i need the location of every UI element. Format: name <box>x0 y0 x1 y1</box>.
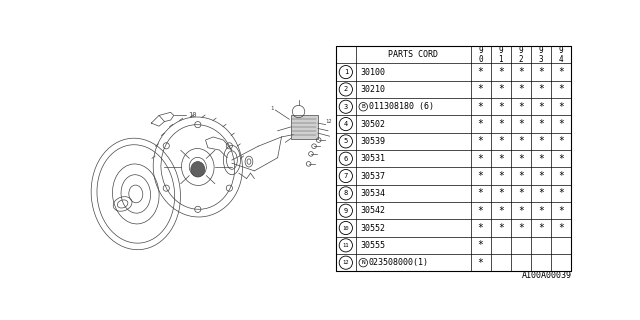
Text: *: * <box>518 84 524 94</box>
Text: *: * <box>518 223 524 233</box>
Text: *: * <box>498 223 504 233</box>
Text: *: * <box>558 119 564 129</box>
Text: 5: 5 <box>344 138 348 144</box>
Text: PARTS CORD: PARTS CORD <box>388 50 438 59</box>
Text: 9: 9 <box>344 208 348 214</box>
Text: *: * <box>538 102 544 112</box>
Text: B: B <box>362 104 365 109</box>
Text: *: * <box>477 67 484 77</box>
Text: *: * <box>558 223 564 233</box>
Text: *: * <box>477 136 484 146</box>
Text: *: * <box>498 206 504 216</box>
Text: 30531: 30531 <box>360 154 385 163</box>
Text: *: * <box>558 206 564 216</box>
Text: *: * <box>498 119 504 129</box>
Text: 12: 12 <box>342 260 349 265</box>
Text: *: * <box>538 223 544 233</box>
Text: 12: 12 <box>325 119 332 124</box>
Text: *: * <box>498 67 504 77</box>
Text: *: * <box>558 102 564 112</box>
Text: 8: 8 <box>344 190 348 196</box>
Text: *: * <box>558 188 564 198</box>
Text: 30502: 30502 <box>360 120 385 129</box>
Text: 9
1: 9 1 <box>499 46 503 64</box>
Text: *: * <box>518 102 524 112</box>
Text: 1: 1 <box>271 106 274 111</box>
Text: *: * <box>498 136 504 146</box>
Text: *: * <box>538 84 544 94</box>
Bar <box>291 116 318 139</box>
Text: *: * <box>477 171 484 181</box>
Text: *: * <box>477 102 484 112</box>
Text: *: * <box>477 258 484 268</box>
Text: *: * <box>538 206 544 216</box>
Text: 30537: 30537 <box>360 172 385 180</box>
Text: *: * <box>518 171 524 181</box>
Text: 9
3: 9 3 <box>539 46 543 64</box>
Text: 9
0: 9 0 <box>478 46 483 64</box>
Text: *: * <box>477 206 484 216</box>
Bar <box>336 46 572 271</box>
Text: *: * <box>538 171 544 181</box>
Text: 30100: 30100 <box>360 68 385 76</box>
Text: N: N <box>362 260 365 265</box>
Text: *: * <box>558 84 564 94</box>
Text: *: * <box>538 67 544 77</box>
Text: 011308180 (6): 011308180 (6) <box>369 102 434 111</box>
Text: *: * <box>538 136 544 146</box>
Text: *: * <box>477 154 484 164</box>
Text: *: * <box>518 119 524 129</box>
Text: *: * <box>558 67 564 77</box>
Text: 10: 10 <box>342 226 349 230</box>
Text: *: * <box>498 154 504 164</box>
Text: A100A00039: A100A00039 <box>522 271 572 280</box>
Text: *: * <box>498 188 504 198</box>
Text: 30534: 30534 <box>360 189 385 198</box>
Text: 30552: 30552 <box>360 223 385 233</box>
Text: 6: 6 <box>344 156 348 162</box>
Text: *: * <box>477 188 484 198</box>
Text: 7: 7 <box>344 173 348 179</box>
Text: *: * <box>538 154 544 164</box>
Text: 1: 1 <box>344 69 348 75</box>
Text: *: * <box>498 102 504 112</box>
Ellipse shape <box>191 162 205 177</box>
Text: 023508000(1): 023508000(1) <box>369 258 429 267</box>
Text: *: * <box>518 188 524 198</box>
Text: 9
4: 9 4 <box>559 46 564 64</box>
Text: *: * <box>538 188 544 198</box>
Text: 11: 11 <box>342 243 349 248</box>
Text: 30542: 30542 <box>360 206 385 215</box>
Text: 3: 3 <box>344 104 348 110</box>
Text: 9
2: 9 2 <box>518 46 524 64</box>
Text: *: * <box>518 136 524 146</box>
Text: 2: 2 <box>344 86 348 92</box>
Text: *: * <box>477 223 484 233</box>
Text: *: * <box>558 154 564 164</box>
Text: 30555: 30555 <box>360 241 385 250</box>
Text: *: * <box>558 171 564 181</box>
Text: 30539: 30539 <box>360 137 385 146</box>
Text: *: * <box>518 67 524 77</box>
Text: *: * <box>558 136 564 146</box>
Text: *: * <box>477 240 484 250</box>
Text: *: * <box>498 171 504 181</box>
Text: *: * <box>518 154 524 164</box>
Text: *: * <box>477 84 484 94</box>
Text: *: * <box>498 84 504 94</box>
Text: 30210: 30210 <box>360 85 385 94</box>
Text: *: * <box>538 119 544 129</box>
Text: 10: 10 <box>188 112 196 118</box>
Text: *: * <box>477 119 484 129</box>
Text: *: * <box>518 206 524 216</box>
Text: 4: 4 <box>344 121 348 127</box>
